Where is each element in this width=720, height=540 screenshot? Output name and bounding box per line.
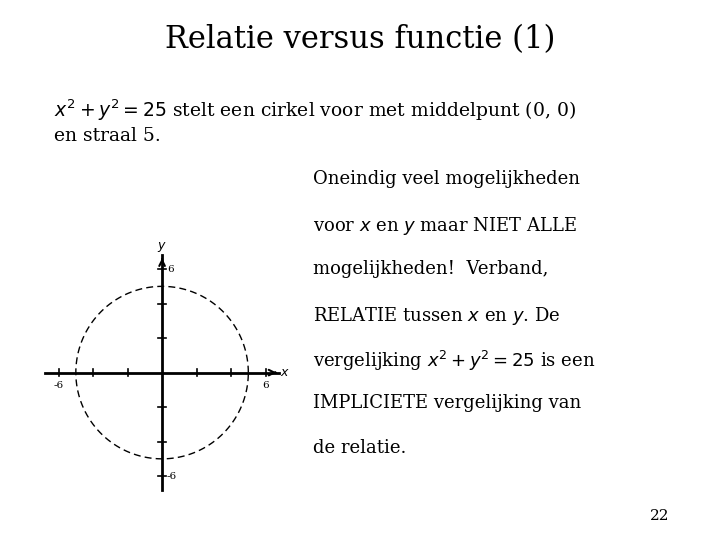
Text: RELATIE tussen $x$ en $y$. De: RELATIE tussen $x$ en $y$. De: [313, 305, 561, 327]
Text: 22: 22: [650, 509, 670, 523]
Text: $x$: $x$: [280, 366, 290, 379]
Text: Oneindig veel mogelijkheden: Oneindig veel mogelijkheden: [313, 170, 580, 188]
Text: -6: -6: [167, 471, 177, 481]
Text: 6: 6: [262, 381, 269, 390]
Text: 6: 6: [167, 265, 174, 274]
Text: vergelijking $x^2 + y^2 = 25$ is een: vergelijking $x^2 + y^2 = 25$ is een: [313, 349, 595, 374]
Text: mogelijkheden!  Verband,: mogelijkheden! Verband,: [313, 260, 549, 278]
Text: $x^2 + y^2 = 25$ stelt een cirkel voor met middelpunt (0, 0): $x^2 + y^2 = 25$ stelt een cirkel voor m…: [54, 97, 576, 123]
Text: de relatie.: de relatie.: [313, 439, 407, 457]
Text: en straal 5.: en straal 5.: [54, 127, 161, 145]
Text: IMPLICIETE vergelijking van: IMPLICIETE vergelijking van: [313, 394, 582, 412]
Text: voor $x$ en $y$ maar NIET ALLE: voor $x$ en $y$ maar NIET ALLE: [313, 215, 577, 237]
Text: Relatie versus functie (1): Relatie versus functie (1): [165, 24, 555, 55]
Text: -6: -6: [53, 381, 63, 390]
Text: $y$: $y$: [157, 240, 167, 254]
